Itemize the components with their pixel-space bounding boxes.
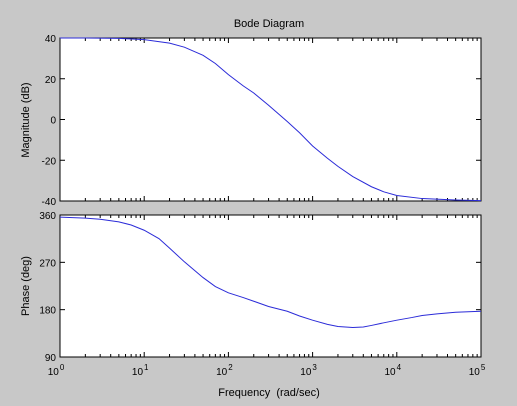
phase-tick-labels: 90 180 270 360: [39, 211, 56, 364]
phase-y-tick-label: 360: [39, 211, 56, 222]
chart-title: Bode Diagram: [234, 18, 304, 30]
phase-y-tick-label: 90: [45, 353, 57, 364]
phase-series-line: [59, 216, 482, 329]
magnitude-y-tick-label: -20: [42, 156, 57, 167]
phase-y-tick-label: 270: [39, 258, 56, 269]
phase-ticks: [59, 214, 482, 358]
phase-ylabel: Phase (deg): [20, 256, 32, 316]
magnitude-plot-area: [59, 37, 482, 202]
phase-y-tick-label: 180: [39, 306, 56, 317]
magnitude-y-tick-label: -40: [42, 197, 57, 208]
magnitude-tick-labels: -40 -20 0 20 40: [42, 34, 57, 208]
magnitude-ylabel: Magnitude (dB): [20, 82, 32, 157]
magnitude-y-tick-label: 20: [45, 75, 57, 86]
magnitude-y-tick-label: 40: [45, 34, 57, 45]
magnitude-series-line: [60, 37, 482, 202]
magnitude-y-tick-label: 0: [50, 116, 56, 127]
frequency-xlabel: Frequency (rad/sec): [218, 387, 319, 399]
phase-plot-area: [59, 214, 482, 358]
magnitude-axes: -40 -20 0 20 40: [42, 34, 482, 208]
